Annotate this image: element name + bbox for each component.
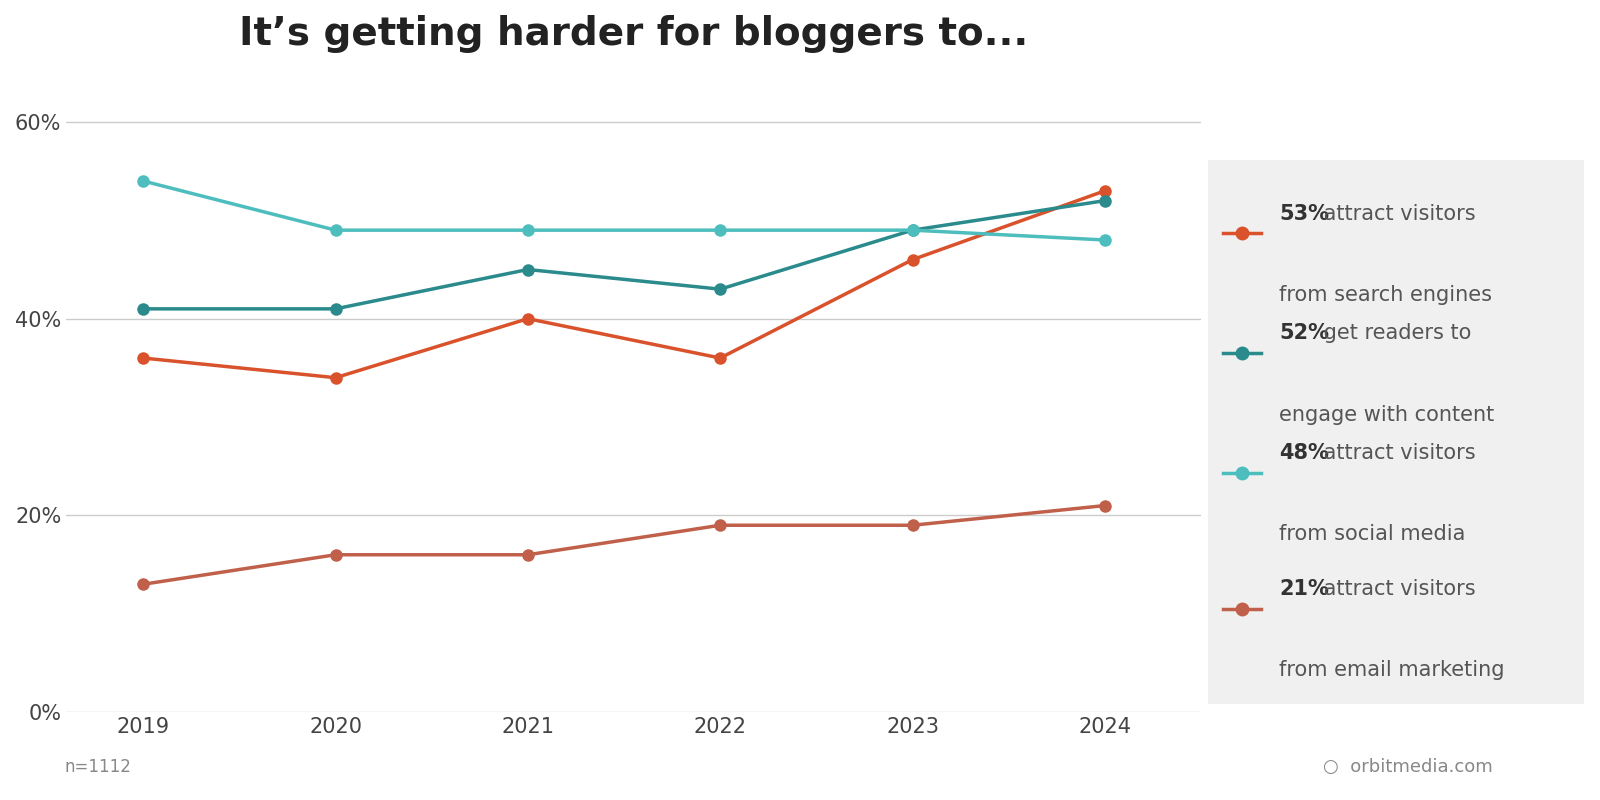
Text: 21%: 21% bbox=[1280, 579, 1330, 599]
Text: attract visitors: attract visitors bbox=[1317, 579, 1475, 599]
Text: attract visitors: attract visitors bbox=[1317, 203, 1475, 223]
Title: It’s getting harder for bloggers to...: It’s getting harder for bloggers to... bbox=[238, 15, 1029, 53]
Text: engage with content: engage with content bbox=[1280, 405, 1494, 425]
Text: ○  orbitmedia.com: ○ orbitmedia.com bbox=[1323, 758, 1493, 776]
Text: n=1112: n=1112 bbox=[64, 758, 131, 776]
Text: from social media: from social media bbox=[1280, 525, 1466, 545]
Text: get readers to: get readers to bbox=[1317, 323, 1472, 343]
Text: 52%: 52% bbox=[1280, 323, 1330, 343]
Text: from email marketing: from email marketing bbox=[1280, 661, 1506, 681]
Text: attract visitors: attract visitors bbox=[1317, 443, 1475, 463]
Text: 53%: 53% bbox=[1280, 203, 1330, 223]
Text: from search engines: from search engines bbox=[1280, 285, 1493, 305]
Text: 48%: 48% bbox=[1280, 443, 1330, 463]
